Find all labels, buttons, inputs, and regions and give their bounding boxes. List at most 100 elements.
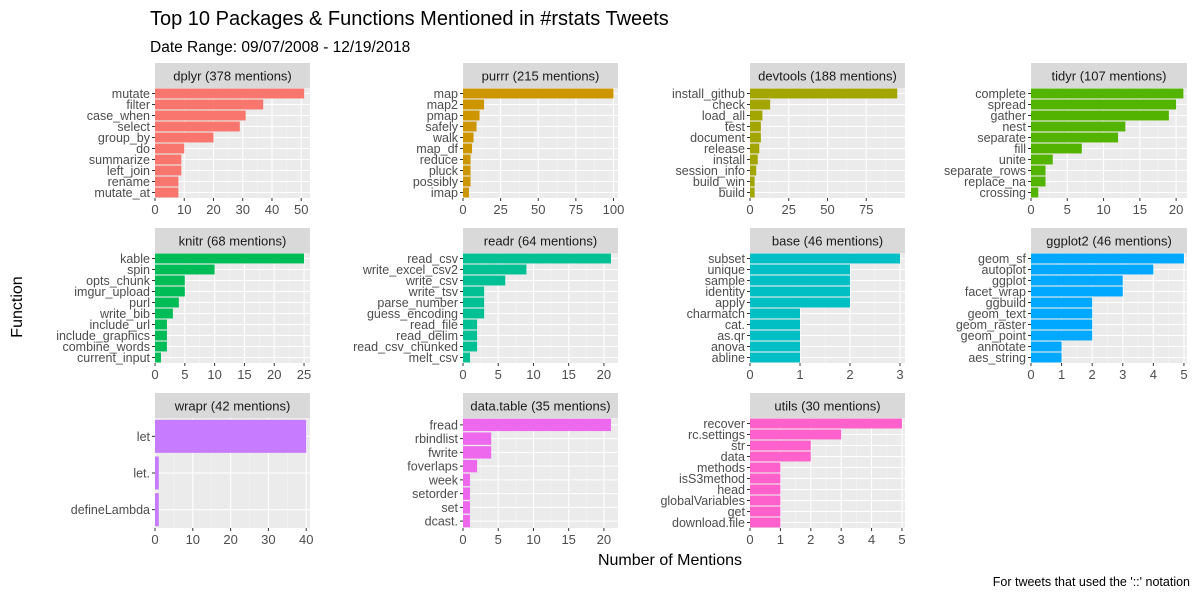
y-tick-label: select <box>117 120 150 134</box>
y-tick-label: foverlaps <box>407 460 458 474</box>
y-tick-label: kable <box>120 252 150 266</box>
y-tick-label: check <box>712 98 745 112</box>
x-tick-label: 20 <box>267 367 281 382</box>
y-tick-label: imgur_upload <box>74 285 150 299</box>
bar <box>155 165 182 176</box>
facet-strip <box>750 228 905 253</box>
bar <box>155 253 305 264</box>
y-tick-label: ggbuild <box>986 296 1026 310</box>
bar <box>750 352 800 363</box>
y-tick-label: dcast. <box>425 515 458 529</box>
y-tick-label: left_join <box>107 164 150 178</box>
y-tick-label: subset <box>708 252 745 266</box>
x-tick-label: 4 <box>868 532 875 547</box>
facet-panel: data.table (35 mentions) freadrbindlistfw… <box>407 393 618 547</box>
bar <box>463 297 485 308</box>
x-tick-label: 40 <box>265 202 279 217</box>
facet-panel: wrapr (42 mentions) let let. defineLambda 0 1… <box>71 393 313 547</box>
bar <box>750 176 755 187</box>
bar <box>463 308 485 319</box>
bar <box>750 88 898 99</box>
bar <box>750 451 811 462</box>
y-tick-label: as.qr <box>717 329 745 343</box>
x-tick-label: 30 <box>236 202 250 217</box>
facet-strip-label: readr (64 mentions) <box>484 234 597 249</box>
y-tick-label: gather <box>991 109 1026 123</box>
y-tick-label: globalVariables <box>660 494 745 508</box>
facet-panel: devtools (188 mentions) install_githubche… <box>672 63 905 217</box>
y-tick-label: load_all <box>702 109 745 123</box>
y-tick-label: map_df <box>416 142 458 156</box>
x-tick-label: 5 <box>898 532 905 547</box>
bar <box>155 352 161 363</box>
panel-background <box>463 88 618 198</box>
bar <box>155 341 167 352</box>
x-tick-label: 10 <box>526 367 540 382</box>
bar <box>155 110 246 121</box>
bar <box>1031 88 1184 99</box>
bar <box>750 484 781 495</box>
x-tick-label: 20 <box>206 202 220 217</box>
y-tick-label: test <box>725 120 746 134</box>
facet-strip-label: data.table (35 mentions) <box>470 399 610 414</box>
y-tick-label: fread <box>430 418 459 432</box>
x-tick-label: 5 <box>1180 367 1187 382</box>
facet-strip <box>750 393 905 418</box>
y-tick-label: read_delim <box>396 329 458 343</box>
x-axis-title: Number of Mentions <box>598 552 742 569</box>
y-tick-label: abline <box>712 351 745 365</box>
x-tick-label: 10 <box>1096 202 1110 217</box>
facet-strip-label: utils (30 mentions) <box>774 399 880 414</box>
y-tick-label: let <box>137 430 151 444</box>
y-tick-label: combine_words <box>62 340 150 354</box>
chart-caption: For tweets that used the '::' notation <box>993 575 1190 589</box>
y-tick-label: crossing <box>979 186 1026 200</box>
bar <box>1031 99 1177 110</box>
y-tick-label: str <box>731 439 745 453</box>
x-tick-label: 20 <box>1169 202 1183 217</box>
bar <box>1031 132 1119 143</box>
y-tick-label: ggplot <box>992 274 1027 288</box>
facet-strip-label: purrr (215 mentions) <box>482 69 600 84</box>
facet-strip-label: devtools (188 mentions) <box>758 69 897 84</box>
x-tick-label: 75 <box>569 202 583 217</box>
bar <box>463 341 478 352</box>
y-tick-label: data <box>721 450 745 464</box>
bar <box>1031 330 1093 341</box>
facet-panel: utils (30 mentions) recoverrc.settingsstr… <box>660 393 906 547</box>
y-tick-label: safely <box>425 120 458 134</box>
y-tick-label: read_csv_chunked <box>353 340 458 354</box>
facet-strip <box>155 63 310 88</box>
bar <box>750 473 781 484</box>
facet-strip-label: knitr (68 mentions) <box>179 234 287 249</box>
y-tick-label: imap <box>431 186 458 200</box>
y-tick-label: reduce <box>420 153 458 167</box>
bar <box>750 154 758 165</box>
y-tick-label: walk <box>432 131 459 145</box>
y-tick-label: rbindlist <box>415 432 459 446</box>
facet-strip-label: base (46 mentions) <box>772 234 883 249</box>
y-tick-label: read_csv <box>407 252 458 266</box>
y-tick-label: mutate_at <box>94 186 150 200</box>
y-tick-label: facet_wrap <box>965 285 1026 299</box>
y-tick-label: case_when <box>87 109 150 123</box>
y-tick-label: set <box>441 501 458 515</box>
bar <box>750 341 800 352</box>
facet-strip <box>463 228 618 253</box>
y-tick-label: session_info <box>676 164 746 178</box>
y-tick-label: install <box>713 153 745 167</box>
bar <box>155 264 215 275</box>
y-tick-label: get <box>728 505 746 519</box>
facet-panel: tidyr (107 mentions) completespreadgather… <box>944 63 1187 217</box>
y-tick-label: separate <box>977 131 1026 145</box>
y-tick-label: isS3method <box>679 472 745 486</box>
x-tick-label: 0 <box>1027 202 1034 217</box>
bar <box>155 330 167 341</box>
facet-panels: dplyr (378 mentions) mutatefiltercase_whe… <box>56 63 1188 547</box>
y-tick-label: rename <box>108 175 150 189</box>
x-tick-label: 5 <box>495 367 502 382</box>
x-tick-label: 50 <box>294 202 308 217</box>
y-tick-label: current_input <box>77 351 150 365</box>
facet-strip-label: tidyr (107 mentions) <box>1052 69 1167 84</box>
bar <box>750 319 800 330</box>
